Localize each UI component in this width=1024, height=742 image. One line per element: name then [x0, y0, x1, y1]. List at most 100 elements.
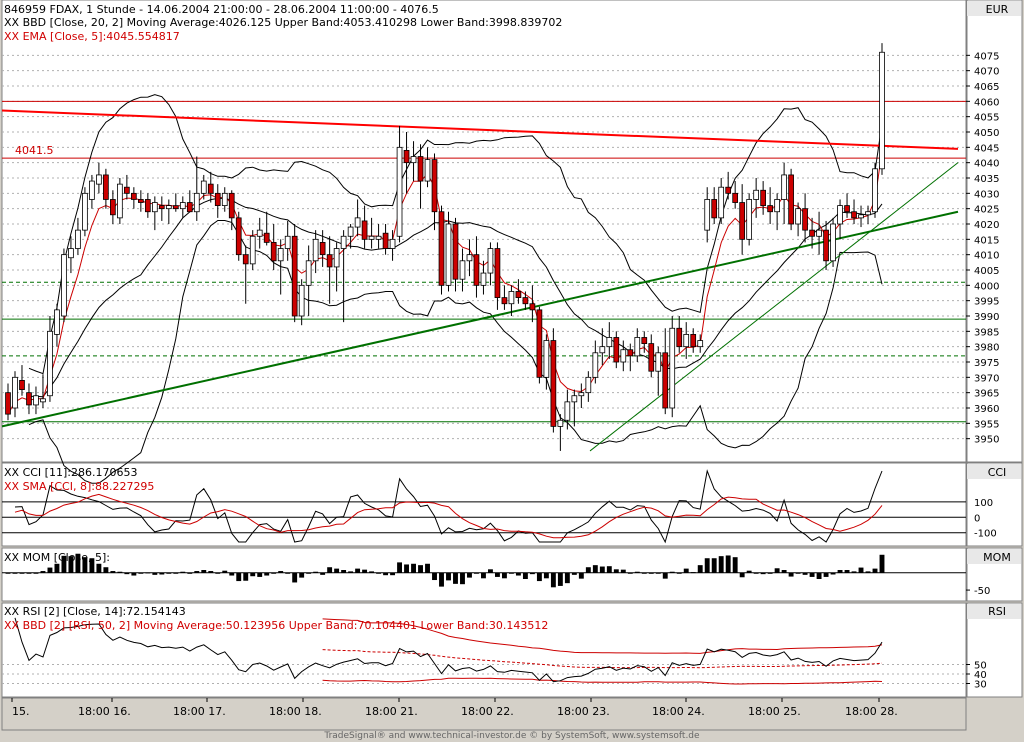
- mom-bar: [879, 554, 885, 573]
- candle-body: [291, 235, 298, 317]
- mom-bar: [844, 570, 850, 573]
- candle-body: [830, 223, 836, 262]
- candle-body: [669, 327, 676, 409]
- mom-bar: [676, 572, 682, 574]
- mom-bar: [208, 571, 214, 573]
- mom-bar: [474, 572, 479, 574]
- mom-bar: [96, 563, 102, 573]
- mom-bar: [697, 565, 703, 573]
- mom-bar: [508, 572, 514, 574]
- mom-bar: [571, 572, 577, 575]
- candle-body: [396, 146, 403, 237]
- candle-body: [445, 223, 452, 286]
- x-tick-label: 18:00 23.: [557, 705, 610, 718]
- mom-bar: [61, 555, 67, 573]
- mom-bar: [823, 572, 829, 577]
- mom-bar: [33, 572, 39, 574]
- candle-body: [557, 419, 564, 427]
- green-support-trendline: [1, 210, 959, 428]
- mom-bar: [606, 566, 612, 573]
- mom-bar: [460, 572, 465, 585]
- mom-bar: [655, 572, 661, 574]
- mom-bar: [348, 571, 354, 573]
- cci-y-tick-label: 0: [974, 513, 980, 524]
- candle-body: [515, 291, 522, 299]
- candle-body: [228, 192, 235, 219]
- mom-bar: [418, 565, 423, 573]
- x-tick-label: 18:00 21.: [365, 705, 418, 718]
- main-y-tick-label: 4015: [974, 235, 999, 246]
- mom-bar: [187, 572, 193, 574]
- mom-bar: [313, 571, 319, 573]
- mom-bar: [285, 572, 291, 574]
- candle-body: [739, 202, 746, 240]
- mom-y-tick-label: -50: [974, 586, 990, 597]
- candle-body: [788, 174, 794, 225]
- mom-bar: [774, 568, 780, 573]
- candle-body: [564, 401, 571, 421]
- mom-bar: [152, 572, 158, 575]
- mom-bar: [425, 563, 430, 573]
- main-y-tick-label: 3995: [974, 297, 999, 308]
- mom-bar: [683, 568, 689, 573]
- mom-bar: [355, 568, 361, 573]
- mom-bar: [264, 572, 270, 576]
- x-tick-label: 18:00 22.: [461, 705, 514, 718]
- mom-bar: [732, 557, 738, 573]
- main-y-tick-label: 4060: [974, 97, 999, 108]
- mom-bar: [411, 563, 416, 573]
- candle-body: [823, 229, 829, 262]
- candle-body: [186, 202, 193, 213]
- mom-bar: [341, 570, 347, 573]
- mom-bar: [481, 572, 486, 579]
- candle-body: [96, 174, 102, 185]
- mom-bar: [634, 571, 640, 573]
- mom-bar: [439, 572, 444, 587]
- green-short-trendline: [589, 162, 959, 452]
- main-y-tick-label: 4030: [974, 189, 999, 200]
- candle-body: [781, 174, 787, 200]
- main-panel-title: EUR: [985, 3, 1009, 16]
- panel-rsi-bg: [1, 602, 967, 698]
- candle-body: [165, 205, 172, 210]
- mom-bar: [327, 567, 333, 573]
- candle-body: [33, 395, 39, 406]
- cci-header-line-1: XX CCI [11]:286.170653: [4, 466, 138, 479]
- candle-body: [522, 297, 529, 305]
- mom-bar: [397, 562, 402, 573]
- candle-body: [627, 349, 634, 357]
- candle-body: [648, 343, 655, 372]
- candle-body: [68, 248, 74, 259]
- mom-bar: [467, 572, 472, 578]
- mom-bar: [138, 572, 144, 574]
- candle-body: [305, 260, 312, 286]
- candle-body: [361, 220, 368, 240]
- mom-bar: [788, 572, 794, 577]
- main-y-tick-label: 4005: [974, 266, 999, 277]
- x-tick-label: 18:00 16.: [78, 705, 131, 718]
- candle-body: [354, 217, 361, 228]
- mom-bar: [536, 572, 542, 582]
- candle-body: [403, 149, 410, 164]
- mom-bar: [858, 567, 864, 573]
- candle-body: [207, 183, 214, 194]
- main-y-tick-label: 3975: [974, 358, 999, 369]
- bollinger-lower-band: [28, 220, 883, 484]
- mom-bar: [173, 572, 179, 574]
- mom-bar: [760, 572, 766, 575]
- mom-bar: [627, 572, 633, 574]
- main-y-tick-label: 3950: [974, 435, 999, 446]
- main-header-line-1: 846959 FDAX, 1 Stunde - 14.06.2004 21:00…: [4, 3, 439, 16]
- main-y-tick-label: 3965: [974, 389, 999, 400]
- main-y-tick-label: 4050: [974, 128, 999, 139]
- mom-bar: [159, 572, 165, 575]
- rsi-y-tick-label: 50: [974, 661, 987, 672]
- mom-bar: [564, 572, 570, 584]
- mom-bar: [299, 572, 305, 578]
- mom-bar: [166, 572, 172, 574]
- panel-cci-title-bg: [967, 464, 1021, 479]
- main-y-tick-label: 3990: [974, 312, 999, 323]
- mom-header-line-1: XX MOM [Close, 5]:: [4, 551, 110, 564]
